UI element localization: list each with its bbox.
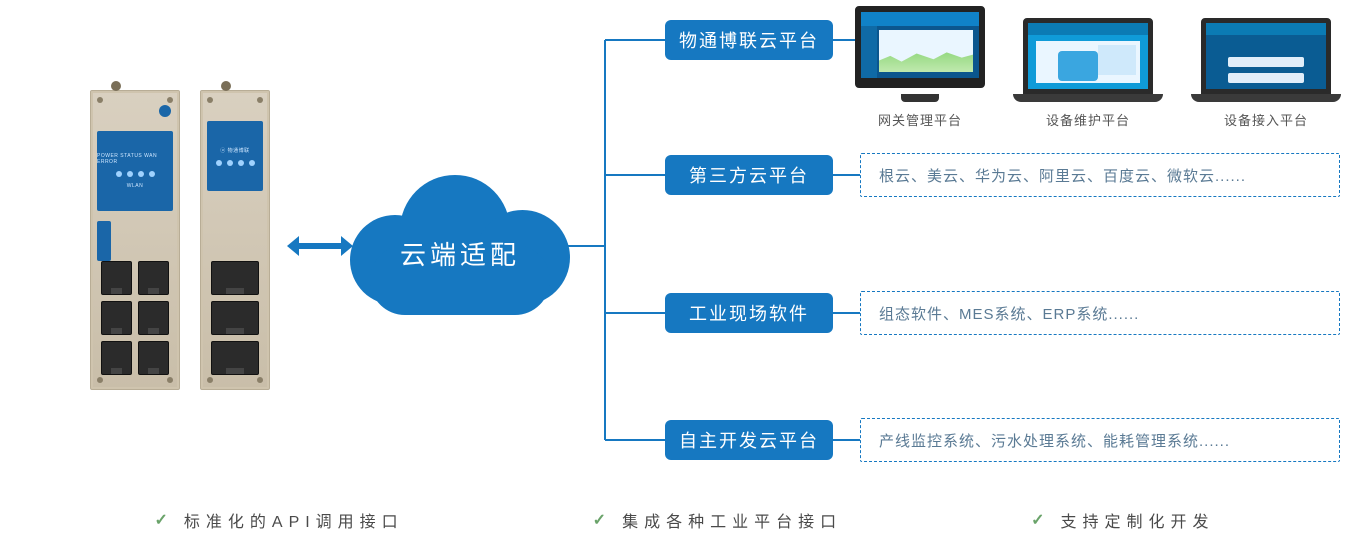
branch-label-2: 工业现场软件 — [665, 293, 833, 333]
screen-caption: 设备维护平台 — [1046, 110, 1130, 129]
footer-features: ✓ 标准化的API调用接口 ✓ 集成各种工业平台接口 ✓ 支持定制化开发 — [0, 508, 1369, 532]
footer-text: 标准化的API调用接口 — [184, 508, 404, 532]
check-icon: ✓ — [154, 510, 173, 530]
gateway-device-small: ⓤ 物通博联 — [200, 90, 270, 390]
branch-detail-2: 组态软件、MES系统、ERP系统...... — [860, 291, 1340, 335]
branch-detail-3: 产线监控系统、污水处理系统、能耗管理系统...... — [860, 418, 1340, 462]
screen-gateway-mgmt: 网关管理平台 — [855, 6, 985, 129]
footer-text: 集成各种工业平台接口 — [622, 508, 842, 532]
laptop-icon — [1191, 18, 1341, 102]
screen-device-access: 设备接入平台 — [1191, 18, 1341, 129]
check-icon: ✓ — [1031, 510, 1050, 530]
screen-device-maint: 设备维护平台 — [1013, 18, 1163, 129]
footer-item: ✓ 支持定制化开发 — [1031, 508, 1214, 532]
footer-item: ✓ 集成各种工业平台接口 — [593, 508, 842, 532]
bidirectional-arrow-icon — [287, 236, 353, 256]
footer-item: ✓ 标准化的API调用接口 — [154, 508, 403, 532]
branch-label-1: 第三方云平台 — [665, 155, 833, 195]
monitor-icon — [855, 6, 985, 88]
gateway-device-large: POWER STATUS WAN ERROR WLAN — [90, 90, 180, 390]
screen-caption: 网关管理平台 — [878, 110, 962, 129]
platform-screens: 网关管理平台 设备维护平台 设备接入平台 — [855, 6, 1341, 129]
gateway-devices: POWER STATUS WAN ERROR WLAN ⓤ 物通博联 — [90, 90, 270, 390]
footer-text: 支持定制化开发 — [1060, 508, 1214, 532]
branch-detail-1: 根云、美云、华为云、阿里云、百度云、微软云...... — [860, 153, 1340, 197]
cloud-node: 云端适配 — [350, 175, 570, 315]
check-icon: ✓ — [593, 510, 612, 530]
branch-label-3: 自主开发云平台 — [665, 420, 833, 460]
diagram-stage: POWER STATUS WAN ERROR WLAN ⓤ 物通博联 — [0, 0, 1369, 544]
screen-caption: 设备接入平台 — [1224, 110, 1308, 129]
laptop-icon — [1013, 18, 1163, 102]
device-brand-label: ⓤ 物通博联 — [220, 147, 249, 154]
cloud-label: 云端适配 — [350, 235, 570, 272]
branch-label-0: 物通博联云平台 — [665, 20, 833, 60]
